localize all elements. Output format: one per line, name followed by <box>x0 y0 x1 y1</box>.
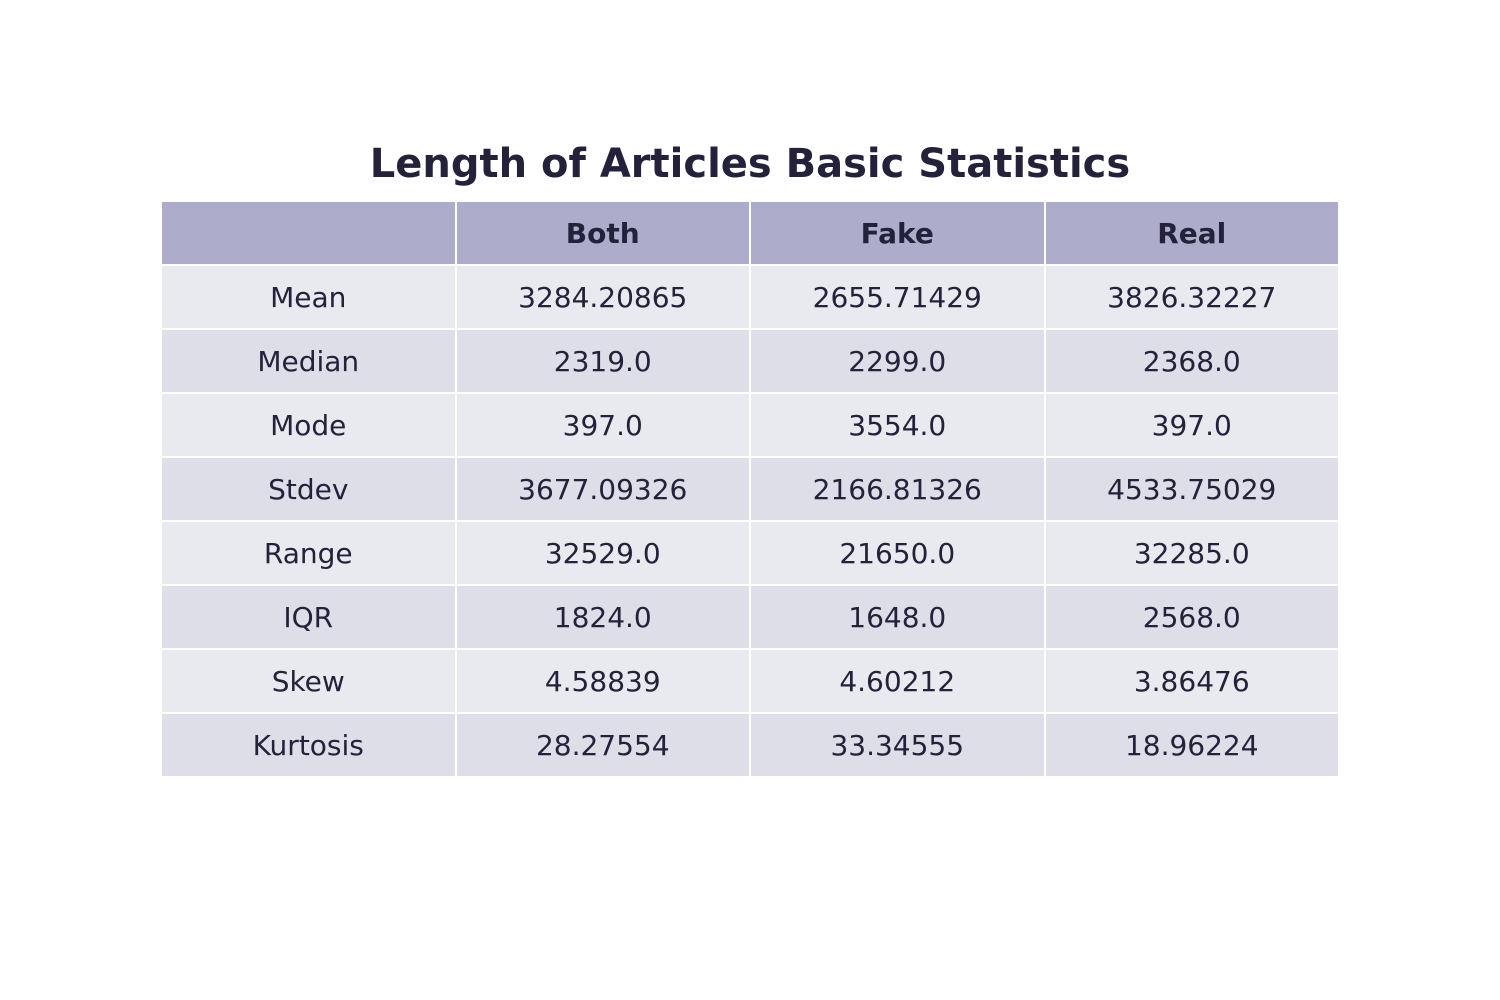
table-cell: 33.34555 <box>749 712 1046 778</box>
column-header-fake: Fake <box>749 200 1046 266</box>
column-header-both: Both <box>454 200 751 266</box>
table-cell: 4.60212 <box>749 648 1046 714</box>
table-row: Skew 4.58839 4.60212 3.86476 <box>160 648 1340 714</box>
table-cell: 397.0 <box>454 392 751 458</box>
table-cell: 32529.0 <box>454 520 751 586</box>
table-row: Kurtosis 28.27554 33.34555 18.96224 <box>160 712 1340 778</box>
table-cell: 2319.0 <box>454 328 751 394</box>
row-label: Mean <box>160 264 457 330</box>
row-label: IQR <box>160 584 457 650</box>
row-label: Skew <box>160 648 457 714</box>
table-cell: 3.86476 <box>1043 648 1340 714</box>
table-cell: 397.0 <box>1043 392 1340 458</box>
table-cell: 2166.81326 <box>749 456 1046 522</box>
table-row: Stdev 3677.09326 2166.81326 4533.75029 <box>160 456 1340 522</box>
table-cell: 1824.0 <box>454 584 751 650</box>
table-cell: 3284.20865 <box>454 264 751 330</box>
row-label: Stdev <box>160 456 457 522</box>
table-cell: 32285.0 <box>1043 520 1340 586</box>
table-cell: 18.96224 <box>1043 712 1340 778</box>
stats-table: Both Fake Real Mean 3284.20865 2655.7142… <box>160 200 1340 778</box>
table-header-row: Both Fake Real <box>160 200 1340 266</box>
table-cell: 2368.0 <box>1043 328 1340 394</box>
table-cell: 3677.09326 <box>454 456 751 522</box>
table-cell: 2568.0 <box>1043 584 1340 650</box>
table-cell: 28.27554 <box>454 712 751 778</box>
column-header-label <box>160 200 457 266</box>
table-row: Mode 397.0 3554.0 397.0 <box>160 392 1340 458</box>
table-row: Mean 3284.20865 2655.71429 3826.32227 <box>160 264 1340 330</box>
table-cell: 4533.75029 <box>1043 456 1340 522</box>
table-cell: 4.58839 <box>454 648 751 714</box>
chart-title: Length of Articles Basic Statistics <box>369 141 1131 187</box>
table-cell: 3554.0 <box>749 392 1046 458</box>
table-row: Range 32529.0 21650.0 32285.0 <box>160 520 1340 586</box>
table-cell: 2299.0 <box>749 328 1046 394</box>
table-row: IQR 1824.0 1648.0 2568.0 <box>160 584 1340 650</box>
column-header-real: Real <box>1043 200 1340 266</box>
table-row: Median 2319.0 2299.0 2368.0 <box>160 328 1340 394</box>
table-cell: 21650.0 <box>749 520 1046 586</box>
table-cell: 1648.0 <box>749 584 1046 650</box>
table-cell: 3826.32227 <box>1043 264 1340 330</box>
row-label: Median <box>160 328 457 394</box>
row-label: Range <box>160 520 457 586</box>
table-cell: 2655.71429 <box>749 264 1046 330</box>
row-label: Kurtosis <box>160 712 457 778</box>
row-label: Mode <box>160 392 457 458</box>
